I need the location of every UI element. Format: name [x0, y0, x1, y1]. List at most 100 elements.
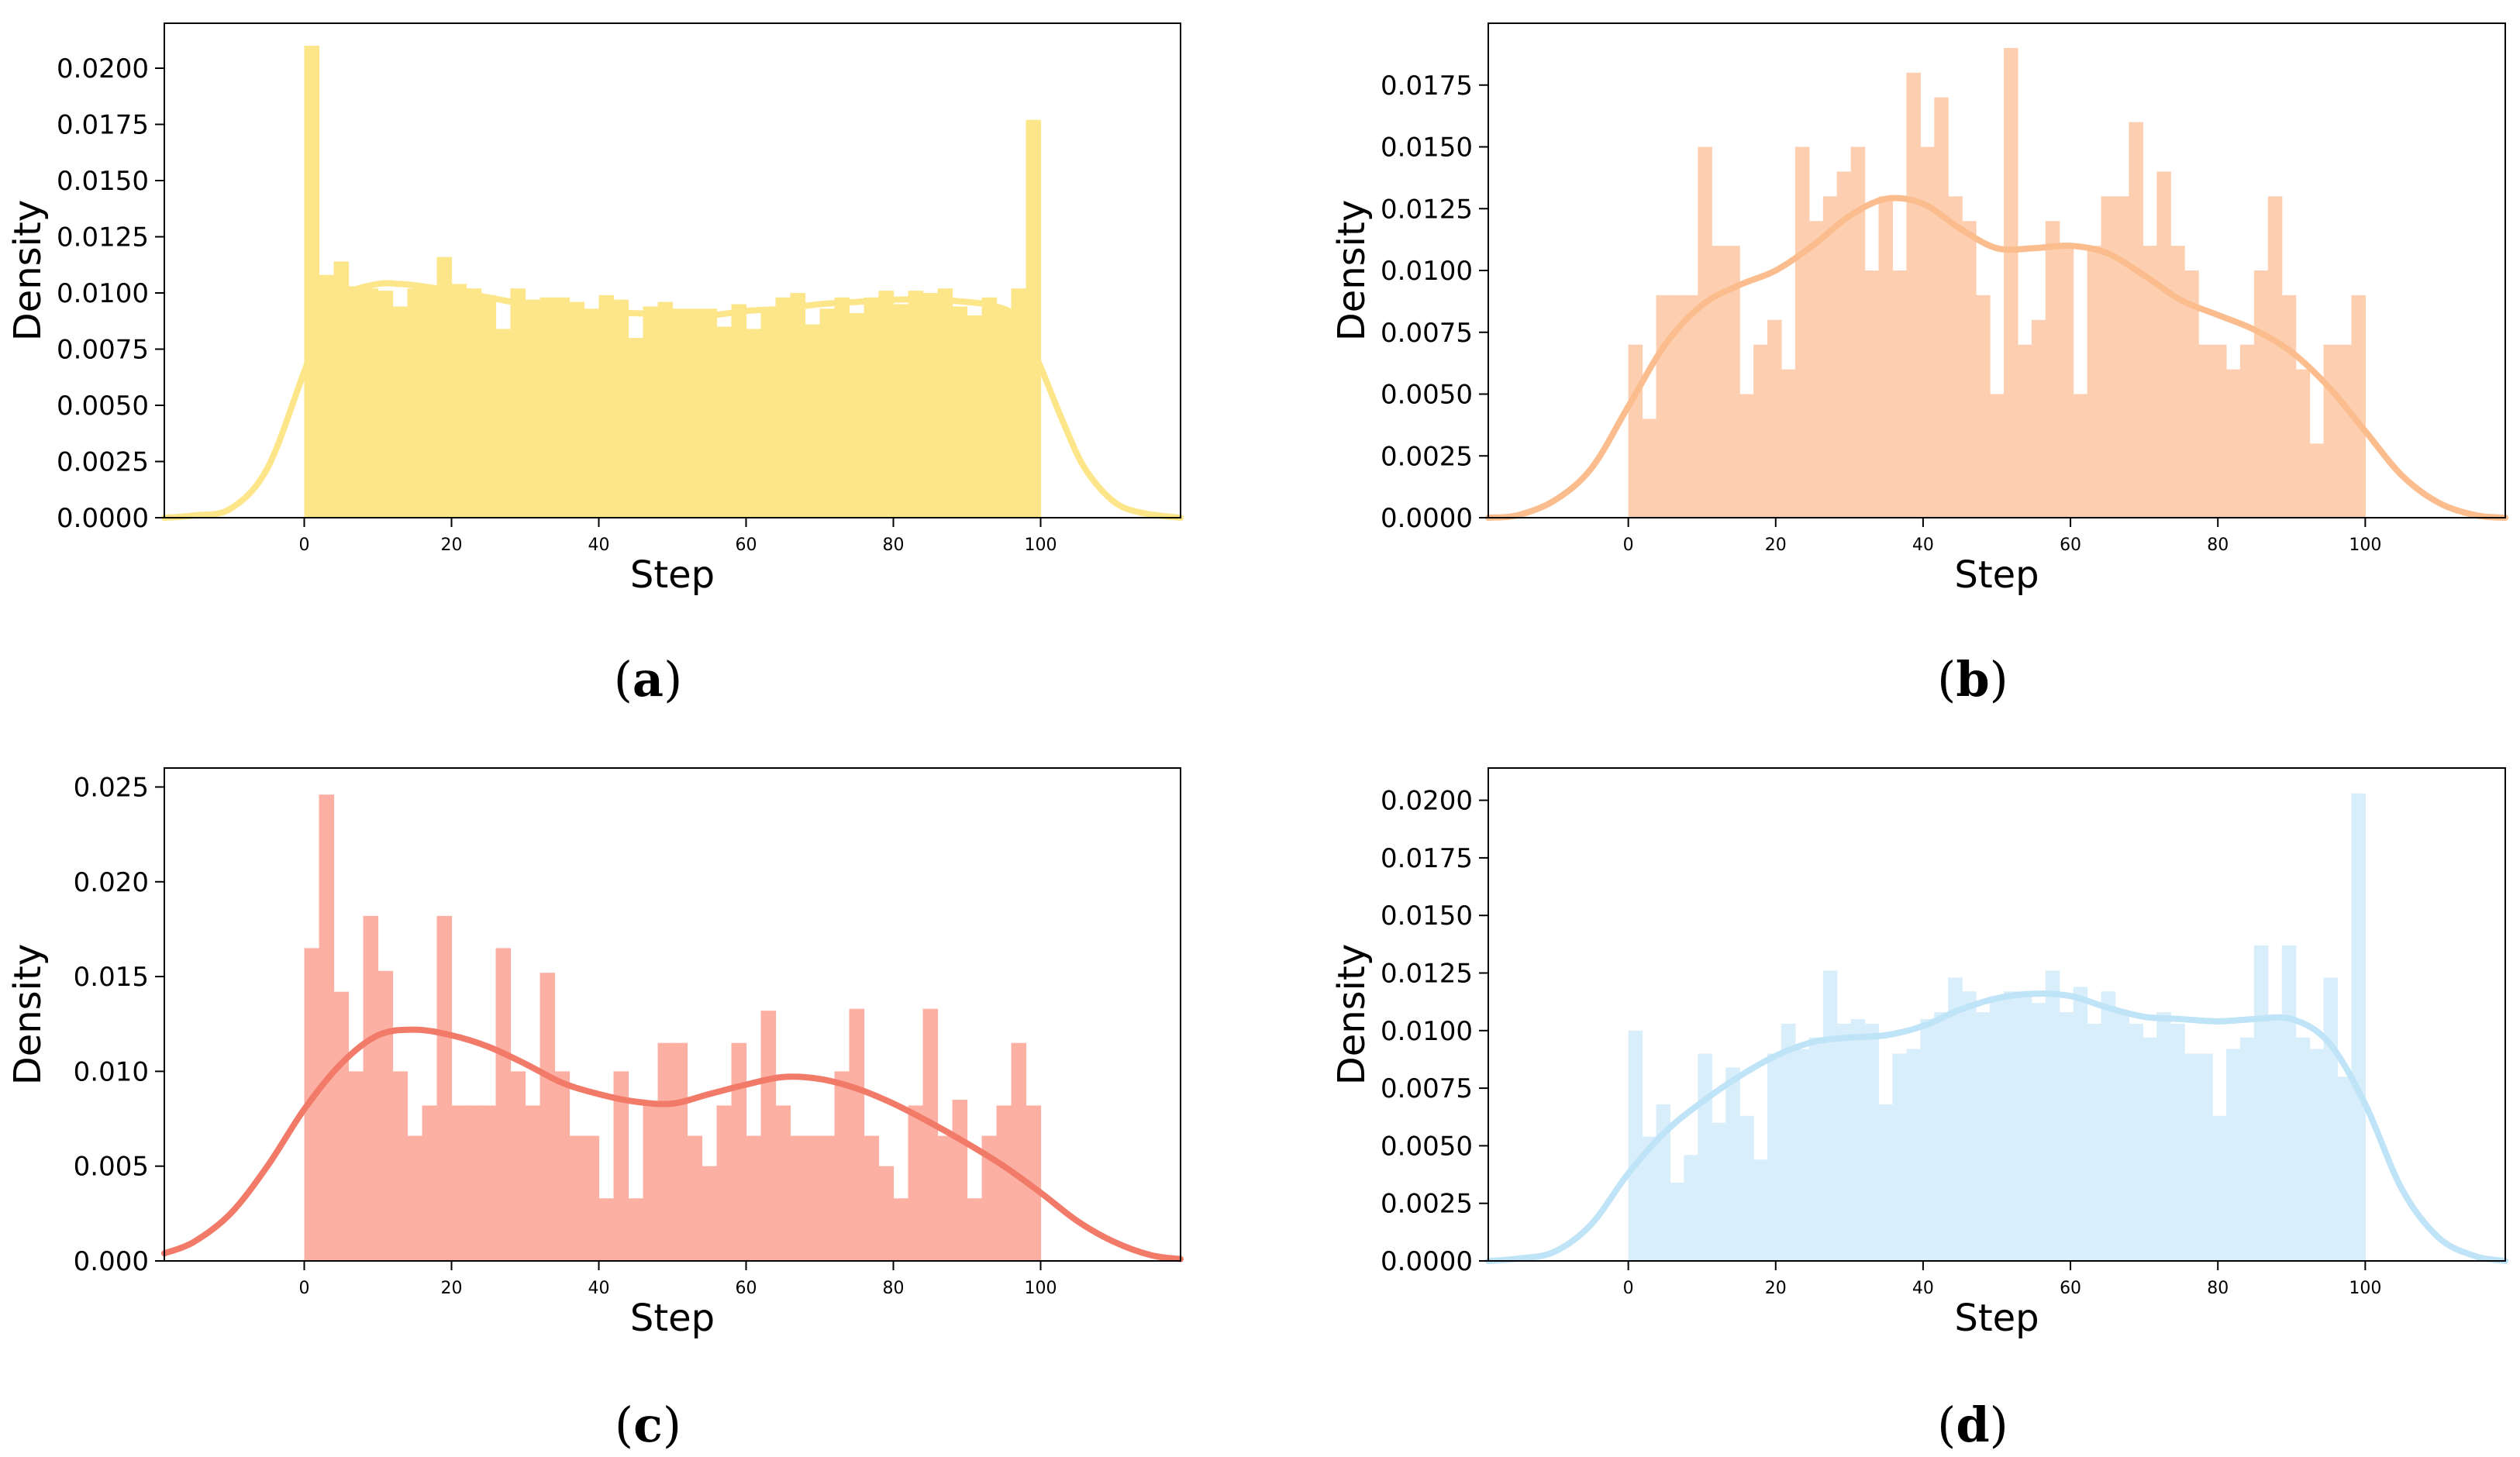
- x-tick-label: 60: [2060, 1279, 2081, 1298]
- histogram-bar: [407, 288, 423, 518]
- x-axis-label: Step: [630, 1297, 715, 1340]
- histogram-bar: [466, 1105, 482, 1261]
- histogram-bar: [687, 1135, 703, 1261]
- histogram-bar: [2323, 977, 2339, 1261]
- histogram-bar: [525, 1105, 541, 1261]
- histogram-bar: [1698, 1053, 1712, 1261]
- histogram-bar: [1628, 1030, 1643, 1261]
- histogram-bar: [1656, 294, 1671, 518]
- histogram-bar: [760, 308, 777, 518]
- x-tick-label: 60: [736, 536, 757, 555]
- histogram-bar: [1670, 1182, 1684, 1261]
- x-tick-label: 100: [2349, 536, 2381, 555]
- histogram-bar: [1011, 1042, 1027, 1261]
- histogram-bar: [878, 1166, 895, 1261]
- x-tick-label: 80: [883, 1279, 905, 1298]
- y-axis-label: Density: [6, 200, 50, 341]
- histogram-bar: [1781, 1023, 1796, 1261]
- histogram-bar: [2323, 344, 2339, 518]
- y-tick-label: 0.0000: [1381, 503, 1473, 534]
- histogram-bar: [805, 1135, 821, 1261]
- x-axis-label: Step: [1954, 553, 2039, 597]
- y-tick-label: 0.0050: [1381, 1131, 1473, 1162]
- x-tick-label: 80: [2207, 1279, 2229, 1298]
- kde-curve: [1485, 990, 2508, 1264]
- x-tick-label: 40: [1912, 1279, 1934, 1298]
- plot-frame: [164, 767, 1181, 1262]
- histogram-bar: [1934, 97, 1949, 518]
- histogram-bar: [981, 1135, 998, 1261]
- histogram-bar: [451, 1105, 467, 1261]
- histogram-bar: [2295, 369, 2311, 518]
- y-tick-label: 0.010: [74, 1056, 149, 1087]
- kde-curve: [161, 280, 1184, 521]
- histogram-bar: [805, 324, 821, 518]
- histogram-bar: [1684, 294, 1698, 518]
- histogram-bar: [1990, 996, 2005, 1261]
- histogram-bar: [525, 299, 541, 518]
- histogram-bar: [1892, 270, 1908, 518]
- histogram-bar: [1642, 418, 1657, 518]
- histogram-bar: [2017, 344, 2032, 518]
- histogram-bar: [2253, 945, 2269, 1261]
- histogram-bar: [849, 313, 865, 518]
- histogram-bar: [716, 326, 733, 518]
- histogram-bar: [1808, 221, 1824, 518]
- histogram-bar: [1767, 1053, 1782, 1261]
- y-tick-label: 0.0075: [57, 335, 149, 366]
- histogram-bar: [569, 301, 585, 518]
- histogram-bar: [1642, 1136, 1657, 1261]
- x-tick-label: 100: [1025, 1279, 1057, 1298]
- histogram-bar: [702, 308, 718, 518]
- histogram-bar: [333, 991, 350, 1261]
- histogram-bar: [2212, 1115, 2227, 1261]
- histogram-bar: [1920, 1018, 1935, 1261]
- histogram-bar: [1656, 1104, 1671, 1261]
- histogram-bar: [1850, 146, 1866, 518]
- histogram-bar: [2351, 793, 2366, 1261]
- x-tick-label: 60: [736, 1279, 757, 1298]
- histogram-bar: [893, 304, 909, 518]
- histogram-bar: [2143, 1037, 2157, 1261]
- histogram-bar: [1878, 1104, 1894, 1261]
- panel-b: 0.0000 0.0025 0.0050 0.0075 0.0100 0.0125 0.01…: [1330, 22, 2508, 708]
- x-tick-label: 20: [441, 1279, 463, 1298]
- y-tick-label: 0.0100: [1381, 256, 1473, 287]
- histogram-bar: [746, 1135, 762, 1261]
- histogram-bar: [1712, 1122, 1726, 1261]
- x-tick-label: 60: [2060, 536, 2081, 555]
- histogram-bar: [2045, 970, 2060, 1261]
- histogram-bar: [2225, 369, 2241, 518]
- histogram-bar: [790, 1135, 806, 1261]
- histogram-bar: [2184, 270, 2199, 518]
- histogram-bar: [540, 297, 556, 518]
- histogram-bar: [775, 1105, 791, 1261]
- histogram-bar: [819, 308, 836, 518]
- histogram-bar: [348, 1071, 364, 1261]
- histogram-bar: [2198, 344, 2213, 518]
- histogram-bar: [2045, 221, 2060, 518]
- histogram-bar: [1836, 1023, 1852, 1261]
- histogram-bar: [1906, 72, 1921, 518]
- histogram-bar: [2225, 1049, 2241, 1261]
- histogram-bar: [2129, 122, 2143, 518]
- histogram-bar: [1753, 344, 1768, 518]
- histogram-bar: [319, 274, 335, 518]
- histogram-bar: [657, 1042, 674, 1261]
- histogram-bar: [2267, 196, 2283, 518]
- histogram-bar: [2267, 1018, 2283, 1261]
- histogram-bar: [1864, 270, 1880, 518]
- x-tick-label: 20: [441, 536, 463, 555]
- histogram-bar: [1892, 1053, 1908, 1261]
- histogram-bar: [967, 1198, 983, 1261]
- x-tick-label: 0: [1623, 536, 1634, 555]
- histogram-bar: [2295, 1037, 2311, 1261]
- histogram-bar: [569, 1135, 585, 1261]
- histogram-bar: [834, 1071, 850, 1261]
- histogram-bar: [1850, 1018, 1866, 1261]
- y-tick-label: 0.0175: [1381, 843, 1473, 874]
- histogram-bar: [613, 299, 629, 518]
- histogram-bar: [996, 308, 1012, 518]
- histogram-bar: [584, 1135, 600, 1261]
